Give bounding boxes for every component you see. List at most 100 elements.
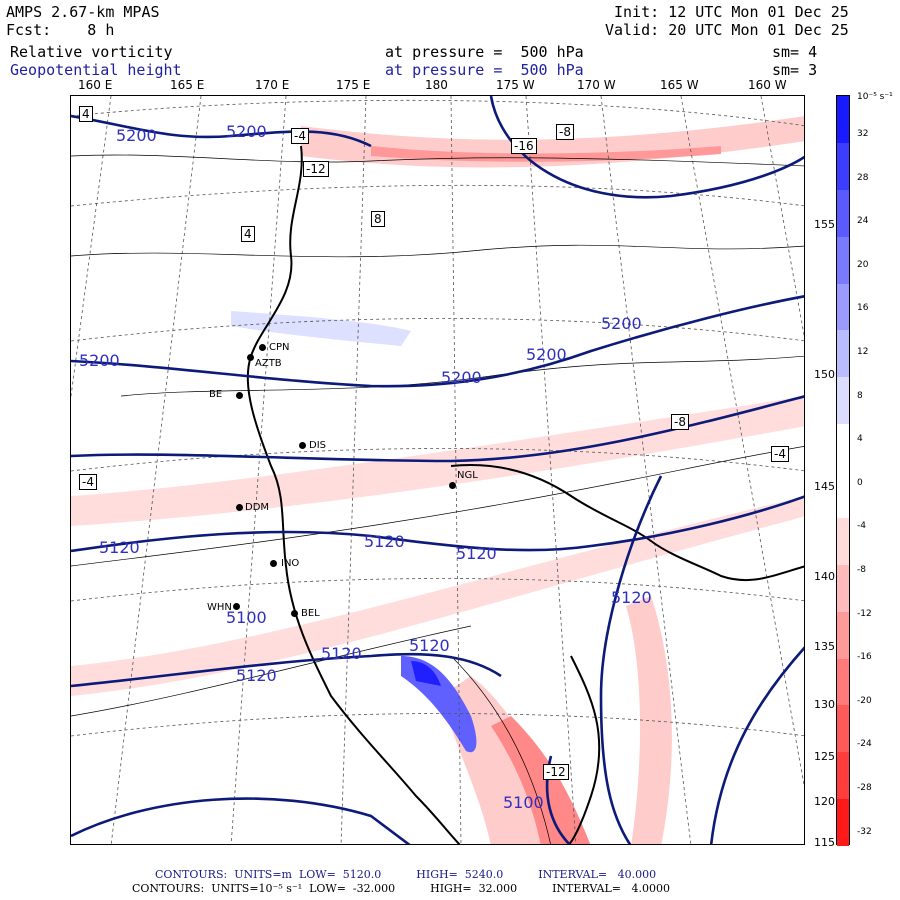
station-marker [291,610,298,617]
field2-name: Geopotential height [10,61,182,79]
colorbar-segment [837,471,849,518]
lon-label: 180 [425,78,448,92]
height-label: 5100 [226,608,267,627]
field2-smoothing: sm= 3 [772,61,818,79]
vorticity-contour-info: CONTOURS: UNITS=10⁻⁵ s⁻¹ LOW= -32.000 HI… [132,882,670,895]
vorticity-label: -16 [511,138,537,154]
colorbar-segment [837,799,849,846]
colorbar-tick: 20 [857,259,869,270]
lon-label: 175 W [496,78,535,92]
colorbar-tick: -12 [857,608,872,619]
vorticity-contours [71,154,804,844]
init-time: Init: 12 UTC Mon 01 Dec 25 [614,3,849,21]
height-label: 5120 [99,538,140,557]
colorbar-segment [837,189,849,237]
valid-time: Valid: 20 UTC Mon 01 Dec 25 [605,21,849,39]
field2-level: at pressure = 500 hPa [385,61,584,79]
height-label: 5200 [79,351,120,370]
coastline [246,145,804,844]
colorbar-segment [837,330,849,378]
lon-label: 160 W [748,78,787,92]
colorbar-segment [837,424,849,471]
station-label: AZTB [255,358,282,369]
colorbar-tick: 8 [857,390,863,401]
vorticity-label: -12 [303,161,329,177]
graticule [71,96,804,844]
lon-label: 170 W [577,78,616,92]
colorbar-tick: 32 [857,129,869,139]
station-label: DIS [309,440,326,451]
colorbar-segment [837,611,849,659]
height-label: 5200 [116,126,157,145]
vorticity-label: -8 [671,414,689,430]
field1-level: at pressure = 500 hPa [385,43,584,61]
model-title: AMPS 2.67-km MPAS [6,3,160,21]
lon-label: 175 E [336,78,371,92]
colorbar-tick: -4 [857,521,866,532]
neg-vorticity-core [491,716,591,844]
vorticity-label: -12 [543,764,569,780]
colorbar [836,95,850,846]
vorticity-label: 8 [371,211,385,227]
vorticity-label: -8 [556,124,574,140]
lon-label: 170 E [255,78,290,92]
vorticity-label: 4 [79,106,93,122]
colorbar-tick: -24 [857,739,872,750]
colorbar-segment [837,705,849,753]
colorbar-segment [837,564,849,612]
station-label: NGL [457,470,478,481]
field1-name: Relative vorticity [10,43,173,61]
station-marker [270,560,277,567]
colorbar-tick: 16 [857,303,869,314]
lon-label: 165 E [170,78,205,92]
map-canvas [71,96,804,844]
vorticity-label: 4 [241,226,255,242]
height-label: 5120 [364,532,405,551]
station-marker [259,344,266,351]
colorbar-segment [837,283,849,331]
colorbar-segment [837,236,849,284]
vorticity-label: -4 [291,128,309,144]
colorbar-tick: 28 [857,172,869,183]
station-label: BE [209,389,223,400]
station-label: INO [281,558,300,569]
colorbar-tick: -32 [857,826,872,837]
station-marker [247,354,254,361]
station-label: BEL [301,608,320,619]
colorbar-tick: -20 [857,695,872,706]
colorbar-tick: -8 [857,564,866,575]
station-marker [299,442,306,449]
neg-vorticity-band [626,596,672,844]
map-panel: 5200 5200 5200 5200 5200 5120 5120 5120 … [70,95,805,845]
height-label: 5120 [611,588,652,607]
colorbar-segment [837,752,849,800]
height-contour-info: CONTOURS: UNITS=m LOW= 5120.0 HIGH= 5240… [155,868,657,881]
height-label: 5120 [456,544,497,563]
lon-label: 160 E [78,78,113,92]
height-label: 5200 [441,368,482,387]
height-label: 5200 [526,345,567,364]
height-label: 5100 [503,793,544,812]
pos-vorticity-core [411,661,441,686]
colorbar-segment [837,658,849,706]
station-marker [236,392,243,399]
colorbar-segment [837,96,849,143]
pos-vorticity-band [231,311,411,346]
lon-label: 165 W [660,78,699,92]
vorticity-label: -4 [79,474,97,490]
station-label: WHN [207,602,232,613]
colorbar-tick: -28 [857,782,872,793]
colorbar-segment [837,377,849,425]
neg-vorticity-band [71,496,804,696]
forecast-hour: Fcst: 8 h [6,21,115,39]
vorticity-label: -4 [771,446,789,462]
field1-smoothing: sm= 4 [772,43,818,61]
colorbar-tick: 12 [857,346,869,357]
colorbar-tick: 0 [857,477,863,488]
height-label: 5200 [226,122,267,141]
colorbar-tick: 4 [857,434,863,445]
colorbar-segment [837,517,849,565]
height-label: 5120 [236,666,277,685]
height-label: 5120 [409,636,450,655]
station-marker [236,504,243,511]
